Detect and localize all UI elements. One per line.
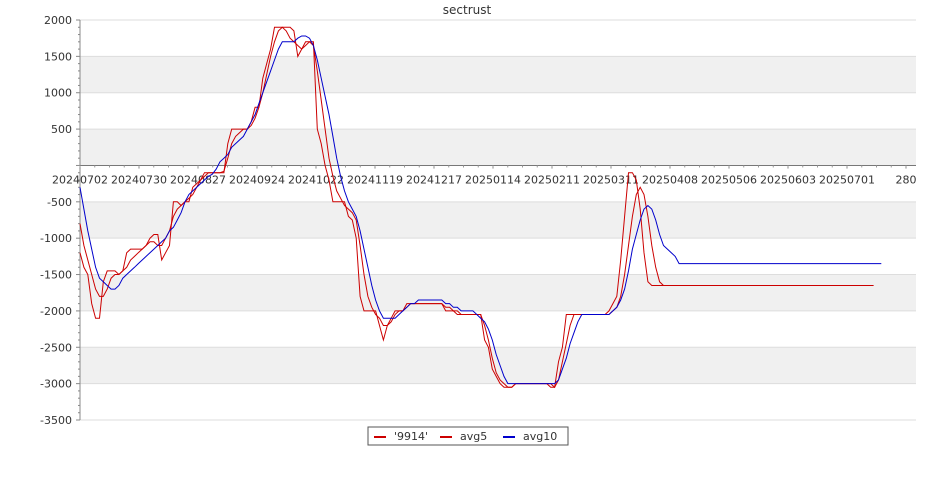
y-tick-label: -1000	[40, 232, 72, 245]
chart-title: sectrust	[443, 3, 492, 17]
legend: '9914' avg5 avg10	[367, 426, 569, 446]
x-tick-label: 20240827	[170, 173, 226, 186]
y-tick-label: 1000	[44, 87, 72, 100]
legend-label: '9914'	[394, 430, 428, 443]
y-tick-label: 1500	[44, 50, 72, 63]
series-line-3	[79, 35, 882, 385]
legend-box	[367, 426, 569, 446]
y-axis-ticks: 2000 1500 1000 500 -500 -1000 -1500 -2000 -2500 -…	[40, 14, 80, 427]
x-tick-label: 280	[896, 173, 917, 186]
x-tick-label: 20250506	[701, 173, 757, 186]
y-tick-label: -2500	[40, 341, 72, 354]
x-tick-label: 20250114	[465, 173, 521, 186]
x-tick-label: 20250311	[583, 173, 639, 186]
series-lines	[79, 26, 882, 389]
legend-label: avg10	[523, 430, 557, 443]
x-tick-label: 20250603	[760, 173, 816, 186]
x-tick-label: 20250408	[642, 173, 698, 186]
y-tick-label: 2000	[44, 14, 72, 27]
plot-bands	[80, 56, 916, 384]
x-tick-label: 20250211	[524, 173, 580, 186]
legend-label: avg5	[460, 430, 487, 443]
background-band	[80, 56, 916, 93]
background-band	[80, 347, 916, 384]
x-tick-label: 20241119	[347, 173, 403, 186]
y-tick-label: -1500	[40, 269, 72, 282]
y-tick-label: -3500	[40, 414, 72, 427]
x-tick-label: 20240730	[111, 173, 167, 186]
x-tick-label: 20240924	[229, 173, 285, 186]
x-tick-label: 20241022	[288, 173, 344, 186]
x-tick-label: 20240702	[52, 173, 108, 186]
x-tick-label: 20241217	[406, 173, 462, 186]
y-tick-label: -3000	[40, 378, 72, 391]
x-tick-label: 20250701	[819, 173, 875, 186]
background-band	[80, 129, 916, 166]
axes	[79, 20, 916, 420]
background-band	[80, 201, 916, 239]
y-tick-label: -500	[47, 196, 72, 209]
background-band	[80, 274, 916, 311]
y-tick-label: -2000	[40, 305, 72, 318]
y-tick-label: 500	[51, 123, 72, 136]
x-axis-ticks: 20240702 20240730 20240827 20240924 20241022…	[52, 165, 917, 186]
